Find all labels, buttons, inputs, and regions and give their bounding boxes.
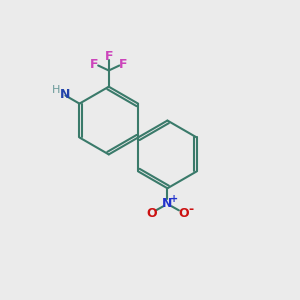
- Text: N: N: [60, 88, 70, 101]
- Text: F: F: [104, 50, 113, 63]
- Text: H: H: [52, 85, 61, 94]
- Text: F: F: [119, 58, 128, 70]
- Text: F: F: [90, 58, 98, 70]
- Text: -: -: [188, 203, 194, 216]
- Text: N: N: [162, 197, 172, 210]
- Text: O: O: [178, 206, 189, 220]
- Text: O: O: [146, 206, 157, 220]
- Text: +: +: [170, 194, 178, 204]
